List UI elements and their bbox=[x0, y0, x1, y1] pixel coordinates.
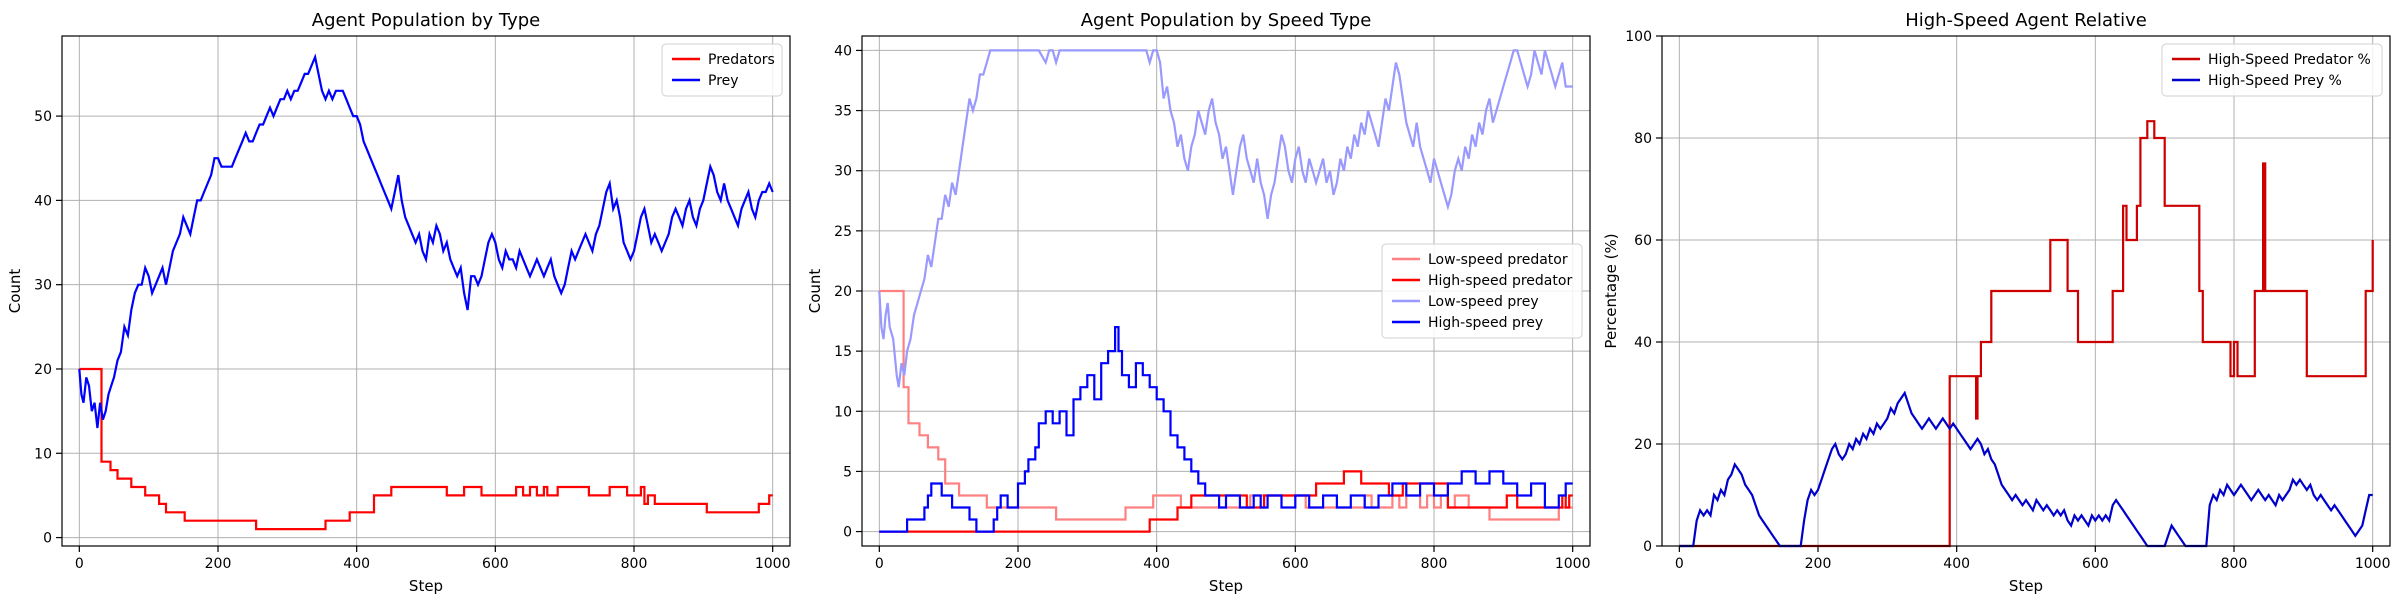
legend: Low-speed predator High-speed predator Low… bbox=[1381, 243, 1583, 339]
y-tick-label: 20 bbox=[34, 362, 52, 378]
legend: Predators Prey bbox=[661, 43, 783, 97]
y-tick-label: 100 bbox=[1625, 29, 1652, 45]
chart-title: Agent Population by Speed Type bbox=[1081, 10, 1372, 31]
y-tick-label: 40 bbox=[1634, 335, 1652, 351]
series-line-high-speed-prey bbox=[879, 326, 1573, 533]
series-line-predators bbox=[79, 367, 773, 531]
y-tick-label: 40 bbox=[834, 43, 852, 59]
x-tick-label: 0 bbox=[75, 556, 84, 572]
y-tick-label: 20 bbox=[1634, 437, 1652, 453]
series-line-high-speed-predator bbox=[1679, 120, 2374, 548]
legend-label: Low-speed predator bbox=[1428, 252, 1568, 268]
x-tick-label: 400 bbox=[1143, 556, 1170, 572]
chart-title: Agent Population by Type bbox=[312, 10, 540, 31]
x-axis-label: Step bbox=[2009, 577, 2043, 595]
y-tick-label: 20 bbox=[834, 284, 852, 300]
legend-box bbox=[661, 43, 783, 97]
y-tick-label: 80 bbox=[1634, 131, 1652, 147]
legend-label: Low-speed prey bbox=[1428, 294, 1539, 310]
y-tick-label: 10 bbox=[834, 404, 852, 420]
x-tick-label: 200 bbox=[1005, 556, 1032, 572]
axes-frame bbox=[61, 35, 791, 547]
plot-area bbox=[62, 36, 790, 546]
legend-label: High-Speed Predator % bbox=[2208, 52, 2371, 68]
legend: High-Speed Predator % High-Speed Prey % bbox=[2161, 43, 2383, 97]
y-tick-label: 60 bbox=[1634, 233, 1652, 249]
legend-box bbox=[1381, 243, 1583, 339]
axes-frame bbox=[1661, 35, 2391, 547]
chart-panel-2: 0 200 400 600 800 1000 0 5 10 15 20 25 30 35 40 Agent P… bbox=[806, 10, 1591, 595]
x-axis-label: Step bbox=[1209, 577, 1243, 595]
y-tick-label: 5 bbox=[843, 464, 852, 480]
legend-label: Prey bbox=[708, 73, 739, 89]
y-tick-label: 15 bbox=[834, 344, 852, 360]
x-tick-label: 600 bbox=[482, 556, 509, 572]
y-tick-label: 25 bbox=[834, 224, 852, 240]
y-tick-label: 0 bbox=[43, 531, 52, 547]
y-axis-label: Count bbox=[806, 269, 824, 314]
x-tick-label: 0 bbox=[875, 556, 884, 572]
y-tick-label: 30 bbox=[34, 278, 52, 294]
x-tick-label: 400 bbox=[1943, 556, 1970, 572]
y-tick-label: 30 bbox=[834, 164, 852, 180]
x-tick-label: 0 bbox=[1675, 556, 1684, 572]
chart-panel-3: 0 200 400 600 800 1000 0 20 40 60 80 100 High-Speed … bbox=[1602, 10, 2391, 595]
legend-label: Predators bbox=[708, 52, 775, 68]
x-tick-label: 1000 bbox=[2355, 556, 2391, 572]
x-tick-label: 1000 bbox=[1555, 556, 1591, 572]
series-line-prey bbox=[78, 53, 774, 429]
x-tick-label: 800 bbox=[2221, 556, 2248, 572]
x-tick-label: 200 bbox=[205, 556, 232, 572]
legend-label: High-speed prey bbox=[1428, 315, 1543, 331]
x-tick-label: 200 bbox=[1805, 556, 1832, 572]
x-axis-label: Step bbox=[409, 577, 443, 595]
series-line-low-speed-prey bbox=[878, 49, 1573, 388]
series-line-high-speed-predator bbox=[879, 470, 1573, 533]
series-line-high-speed-prey bbox=[1679, 390, 2373, 548]
x-tick-label: 400 bbox=[343, 556, 370, 572]
y-tick-label: 50 bbox=[34, 109, 52, 125]
legend-label: High-Speed Prey % bbox=[2208, 73, 2342, 89]
x-tick-label: 800 bbox=[1421, 556, 1448, 572]
y-tick-label: 0 bbox=[843, 525, 852, 541]
y-axis-label: Count bbox=[6, 269, 24, 314]
x-tick-label: 600 bbox=[1282, 556, 1309, 572]
y-tick-label: 35 bbox=[834, 104, 852, 120]
y-tick-label: 10 bbox=[34, 446, 52, 462]
legend-box bbox=[2161, 43, 2383, 97]
x-tick-label: 600 bbox=[2082, 556, 2109, 572]
x-tick-label: 1000 bbox=[755, 556, 791, 572]
y-axis-label: Percentage (%) bbox=[1602, 233, 1620, 348]
chart-title: High-Speed Agent Relative bbox=[1905, 10, 2147, 31]
x-tick-label: 800 bbox=[621, 556, 648, 572]
legend-label: High-speed predator bbox=[1428, 273, 1572, 289]
y-tick-label: 0 bbox=[1643, 539, 1652, 555]
chart-panel-1: 0 200 400 600 800 1000 0 10 20 30 40 50 Agent Popula… bbox=[6, 10, 791, 595]
y-tick-label: 40 bbox=[34, 193, 52, 209]
